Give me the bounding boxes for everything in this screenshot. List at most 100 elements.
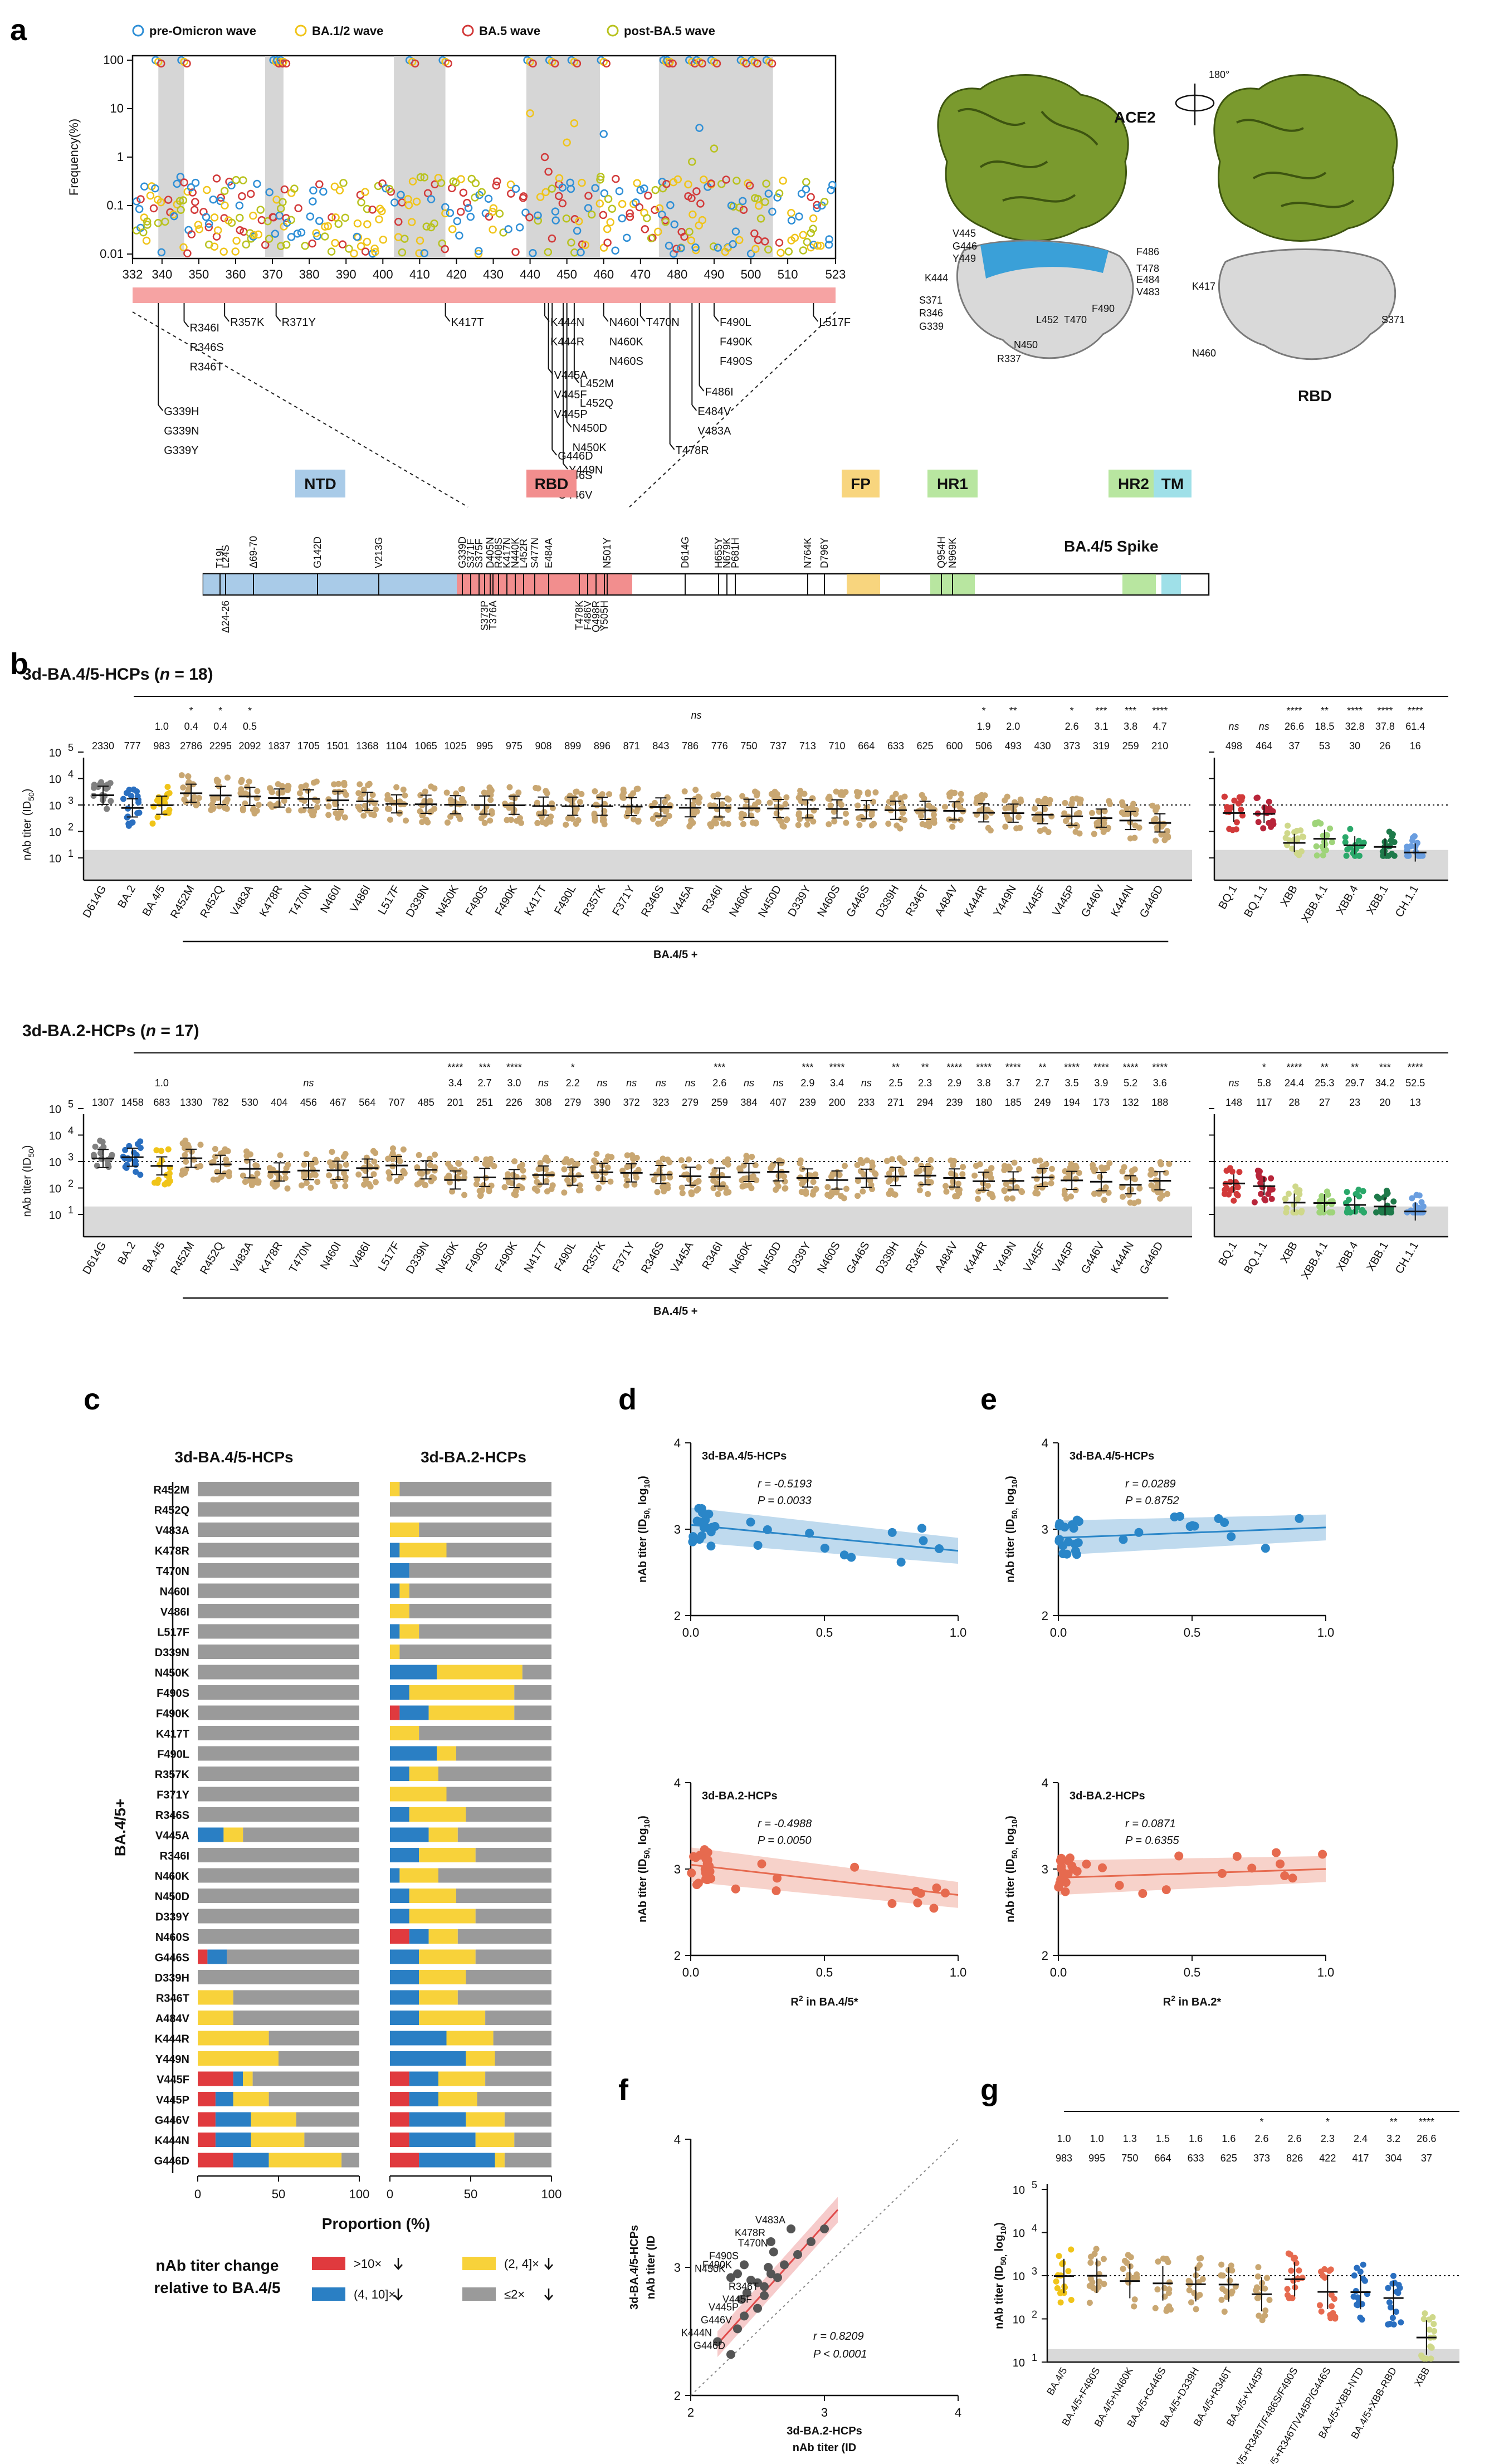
stacked-bar-segment: [522, 1665, 551, 1680]
titer-dot: [212, 1153, 218, 1160]
structure-residue-label: L452: [1036, 314, 1058, 325]
titer-dot: [779, 1158, 785, 1165]
stacked-bar-segment: [390, 1827, 429, 1842]
titer-dot: [856, 822, 863, 828]
category-label: BA.2: [115, 1240, 138, 1267]
titer-dot: [860, 1171, 867, 1178]
f-point: [780, 2260, 789, 2270]
freq-xtick-label: 450: [556, 267, 577, 281]
corr-xtick-label: 0.5: [1184, 1965, 1201, 1979]
legend-marker-1: [295, 25, 307, 37]
stacked-bar-segment: [390, 1726, 419, 1740]
titer-dot-variant: [1285, 822, 1291, 829]
titer-dot: [307, 1184, 314, 1191]
titer-dot: [631, 1155, 638, 1162]
corr-point: [1161, 1885, 1171, 1895]
mutation-label: N460S: [609, 355, 643, 368]
titer-dot: [418, 1177, 425, 1184]
frequency-point: [615, 187, 624, 196]
stacked-bar-segment: [268, 2153, 342, 2168]
frequency-point: [239, 176, 247, 184]
frequency-point: [175, 197, 184, 205]
mutation-label: G339N: [164, 425, 199, 437]
frequency-point: [232, 175, 241, 184]
stacked-bar-segment: [514, 1685, 551, 1700]
corr-ytick-label: 2: [674, 1609, 681, 1623]
titer-dot: [592, 817, 598, 824]
frequency-point: [280, 185, 289, 194]
spike-mutation-label-top: N440K: [510, 538, 521, 568]
stacked-bar-segment: [198, 1787, 359, 1802]
titer-dot-variant: [1231, 797, 1238, 804]
titer-value-label: 506: [975, 740, 992, 752]
structure-residue-label-right: N460: [1192, 348, 1216, 359]
titer-value-label: 707: [388, 1097, 405, 1108]
frequency-point: [422, 222, 431, 231]
frequency-point: [600, 189, 609, 198]
structure-residue-label: T478: [1136, 263, 1159, 274]
titer-dot: [1090, 1165, 1096, 1172]
titer-dot: [453, 790, 460, 797]
titer-value-label: 173: [1093, 1097, 1110, 1108]
mutation-label: L452Q: [580, 397, 613, 409]
frequency-point: [457, 175, 465, 183]
frequency-point: [216, 197, 224, 206]
mutation-label: G446D: [558, 450, 593, 462]
frequency-point: [398, 198, 406, 207]
corr-point: [940, 1889, 950, 1898]
category-label: K478R: [257, 884, 285, 919]
frequency-point: [696, 199, 705, 208]
titer-dot: [605, 1153, 612, 1160]
titer-dot-variant: [1222, 793, 1228, 800]
titer-dot: [662, 808, 669, 815]
titer-dot-variant: [1313, 852, 1320, 859]
frequency-point: [558, 199, 567, 208]
stacked-bar-segment: [399, 1705, 429, 1720]
titer-dot: [1102, 1184, 1109, 1191]
g-titer-dot: [1354, 2265, 1360, 2271]
titer-dot: [449, 1188, 456, 1195]
stacked-bar-segment: [198, 2133, 216, 2147]
corr-y-axis-label: nAb titer (ID50, log10): [1004, 1816, 1019, 1923]
titer-dot: [804, 821, 810, 828]
frequency-point: [685, 227, 694, 236]
titer-dot-variant: [1286, 837, 1293, 844]
spike-domain-label-box: [842, 470, 880, 497]
stacked-bar-segment: [438, 1767, 551, 1781]
titer-dot: [242, 800, 248, 807]
titer-dot: [678, 1157, 685, 1164]
frequency-point-high: [411, 59, 419, 68]
structure-residue-label: S371: [919, 295, 943, 306]
stacked-bar-segment: [409, 2112, 466, 2127]
titer-dot-variant: [1409, 835, 1416, 841]
titer-dot: [577, 1182, 583, 1189]
titer-value-label: 201: [447, 1097, 463, 1108]
spike-mutation-label-top: N764K: [802, 538, 813, 568]
frequency-point: [809, 225, 817, 233]
titer-dot: [246, 778, 252, 785]
stacked-bar-segment: [437, 1665, 523, 1680]
titer-dot: [681, 1163, 688, 1170]
g-titer-dot: [1152, 2305, 1159, 2311]
f-point: [787, 2224, 795, 2233]
corr-title: 3d-BA.2-HCPs: [1070, 1790, 1145, 1802]
corr-xtick-label: 0.0: [682, 1965, 700, 1979]
fold-change-label: 2.7: [1036, 1077, 1049, 1089]
corr-point: [1247, 1863, 1257, 1873]
titer-dot: [298, 807, 305, 814]
g-titer-dot: [1429, 2314, 1436, 2321]
titer-dot: [180, 784, 187, 791]
x-tick-label: 100: [541, 2187, 562, 2201]
titer-dot: [710, 1171, 716, 1178]
frequency-point: [191, 198, 199, 206]
frequency-point: [761, 198, 769, 206]
titer-dot: [948, 1157, 954, 1164]
g-titer-dot: [1068, 2296, 1075, 2303]
titer-dot: [343, 1162, 349, 1168]
mutation-leader-tick: [574, 377, 579, 383]
category-label: R346I: [700, 1240, 725, 1272]
frequency-point: [390, 198, 399, 207]
titer-dot: [809, 1191, 816, 1198]
frequency-point: [662, 180, 671, 188]
